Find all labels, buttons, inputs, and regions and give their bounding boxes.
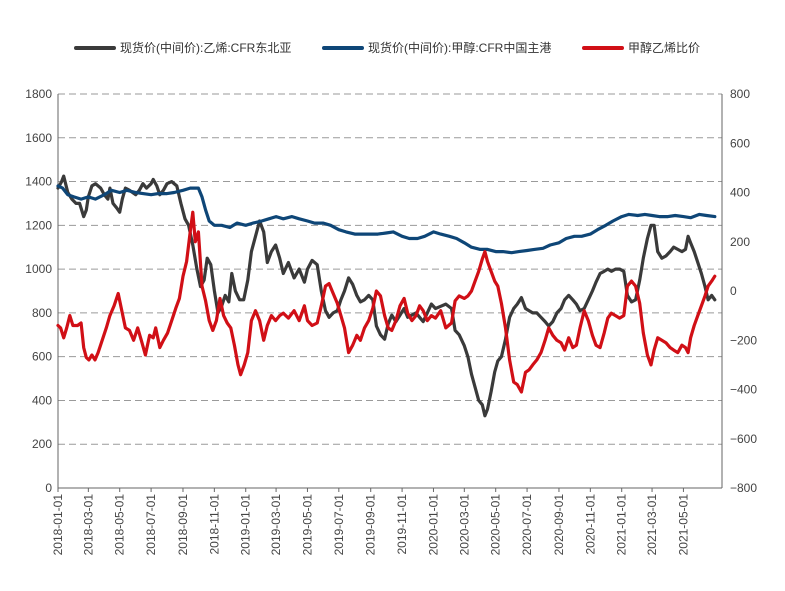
x-tick-label: 2020-05-01 xyxy=(489,494,503,556)
x-tick-label: 2019-09-01 xyxy=(364,494,378,556)
y-left-tick-label: 1400 xyxy=(25,175,52,189)
y-left-tick-label: 1600 xyxy=(25,131,52,145)
y-left-tick-label: 1000 xyxy=(25,262,52,276)
y-left-tick-label: 1800 xyxy=(25,87,52,101)
legend: 现货价(中间价):乙烯:CFR东北亚 现货价(中间价):甲醇:CFR中国主港 甲醇乙… xyxy=(74,40,700,55)
y-left-tick-label: 400 xyxy=(32,393,52,407)
x-tick-label: 2020-11-01 xyxy=(583,494,597,555)
y-right-tick-label: 0 xyxy=(730,284,737,298)
x-tick-label: 2018-01-01 xyxy=(51,494,65,556)
y-right-tick-label: 600 xyxy=(730,136,750,150)
x-tick-label: 2019-05-01 xyxy=(300,494,314,556)
axes xyxy=(57,94,723,489)
x-tick-label: 2021-01-01 xyxy=(615,494,629,556)
x-tick-label: 2019-11-01 xyxy=(395,494,409,555)
x-tick-label: 2018-11-01 xyxy=(207,494,221,555)
x-tick-label: 2020-07-01 xyxy=(520,494,534,556)
x-tick-label: 2020-09-01 xyxy=(552,494,566,556)
x-tick-label: 2021-03-01 xyxy=(645,494,659,556)
y-left-tick-label: 600 xyxy=(32,350,52,364)
x-tick-label: 2020-03-01 xyxy=(457,494,471,556)
y-right-tick-label: −400 xyxy=(730,383,757,397)
methanol-price-line xyxy=(56,184,717,255)
x-tick-label: 2019-01-01 xyxy=(239,494,253,556)
y-right-tick-label: −200 xyxy=(730,333,757,347)
x-tick-label: 2019-03-01 xyxy=(269,494,283,556)
y-left-tick-label: 0 xyxy=(45,481,52,495)
x-axis-ticks: 2018-01-01 2018-03-01 2018-05-01 2018-07-01… xyxy=(51,488,690,555)
y-right-tick-label: 400 xyxy=(730,186,750,200)
legend-label-0: 现货价(中间价):乙烯:CFR东北亚 xyxy=(120,40,291,55)
gridlines xyxy=(58,93,722,445)
y-left-tick-label: 200 xyxy=(32,437,52,451)
x-tick-label: 2018-07-01 xyxy=(144,494,158,556)
x-tick-label: 2021-05-01 xyxy=(676,494,690,556)
x-tick-label: 2019-07-01 xyxy=(332,494,346,556)
x-tick-label: 2018-03-01 xyxy=(81,494,95,556)
x-tick-label: 2018-05-01 xyxy=(113,494,127,556)
y-right-tick-label: 200 xyxy=(730,235,750,249)
y-axis-left-ticks: 0 200 400 600 800 1000 1200 1400 1600 1800 xyxy=(25,87,52,495)
y-left-tick-label: 800 xyxy=(32,306,52,320)
y-right-tick-label: −600 xyxy=(730,432,757,446)
methanol-ethylene-ratio-line xyxy=(56,210,717,394)
legend-label-1: 现货价(中间价):甲醇:CFR中国主港 xyxy=(368,40,551,55)
series-lines xyxy=(56,174,717,418)
y-right-tick-label: 800 xyxy=(730,87,750,101)
ethylene-price-line xyxy=(56,174,717,418)
x-tick-label: 2018-09-01 xyxy=(176,494,190,556)
y-left-tick-label: 1200 xyxy=(25,218,52,232)
y-axis-right-ticks: −800 −600 −400 −200 0 200 400 600 800 xyxy=(730,87,757,495)
y-right-tick-label: −800 xyxy=(730,481,757,495)
legend-label-2: 甲醇乙烯比价 xyxy=(628,40,700,55)
x-tick-label: 2020-01-01 xyxy=(426,494,440,556)
